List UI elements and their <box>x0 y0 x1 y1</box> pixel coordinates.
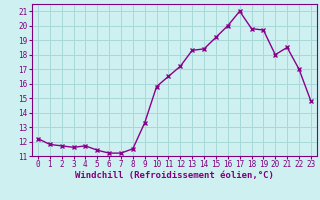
X-axis label: Windchill (Refroidissement éolien,°C): Windchill (Refroidissement éolien,°C) <box>75 171 274 180</box>
